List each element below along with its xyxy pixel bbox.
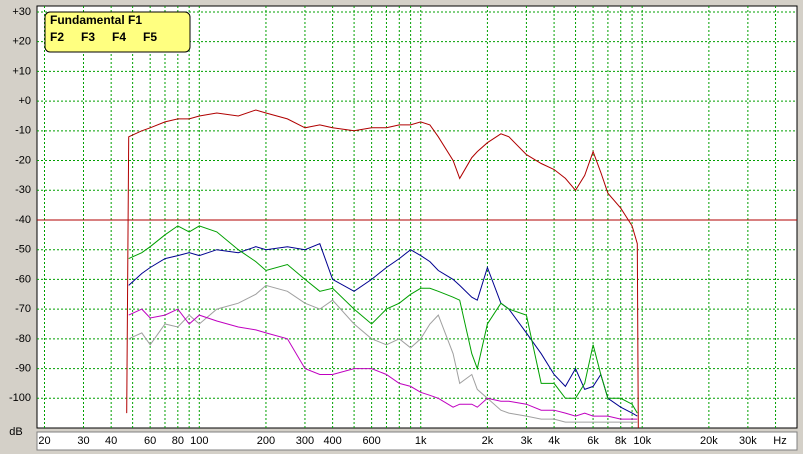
x-tick-label: 100 — [190, 435, 208, 447]
x-tick-label: 20 — [38, 435, 50, 447]
x-tick-label: 3k — [521, 435, 533, 447]
plot-area — [36, 5, 798, 429]
series-line — [128, 243, 638, 417]
y-tick-label: +10 — [12, 65, 31, 77]
x-tick-label: 1k — [415, 435, 427, 447]
y-tick-label: -100 — [9, 392, 31, 404]
y-tick-label: -40 — [15, 214, 31, 226]
x-tick-label: 60 — [144, 435, 156, 447]
x-axis-label: Hz — [773, 435, 786, 447]
legend: Fundamental F1 F2 F3 F4 F5 — [44, 11, 191, 53]
legend-entry: F4 — [112, 30, 126, 44]
grid — [37, 6, 797, 428]
y-tick-label: -10 — [15, 125, 31, 137]
y-tick-label: -60 — [15, 273, 31, 285]
y-tick-label: +30 — [12, 6, 31, 18]
y-tick-label: -90 — [15, 362, 31, 374]
x-tick-label: 2k — [482, 435, 494, 447]
x-tick-label: 600 — [362, 435, 380, 447]
x-tick-label: 400 — [323, 435, 341, 447]
series-line — [128, 284, 638, 423]
y-tick-label: -30 — [15, 184, 31, 196]
x-axis-strip — [36, 431, 798, 451]
x-tick-label: 30 — [77, 435, 89, 447]
x-tick-label: 8k — [615, 435, 627, 447]
lines — [126, 109, 639, 429]
legend-box — [44, 11, 191, 53]
y-tick-label: -70 — [15, 303, 31, 315]
series-line — [126, 109, 639, 429]
x-tick-label: 10k — [633, 435, 651, 447]
legend-entry: F3 — [81, 30, 95, 44]
y-tick-label: -80 — [15, 333, 31, 345]
x-tick-label: 300 — [296, 435, 314, 447]
y-tick-label: +0 — [18, 95, 31, 107]
x-tick-label: 200 — [257, 435, 275, 447]
y-tick-label: +20 — [12, 36, 31, 48]
legend-entry: F2 — [50, 30, 64, 44]
y-tick-label: -50 — [15, 244, 31, 256]
x-tick-label: 30k — [739, 435, 757, 447]
legend-entry: F5 — [143, 30, 157, 44]
x-tick-label: 6k — [587, 435, 599, 447]
x-tick-label: 4k — [548, 435, 560, 447]
legend-entry: Fundamental F1 — [50, 13, 142, 27]
series-line — [128, 308, 638, 420]
x-tick-label: 40 — [105, 435, 117, 447]
y-tick-label: -20 — [15, 154, 31, 166]
x-tick-label: 20k — [700, 435, 718, 447]
series-line — [128, 225, 638, 414]
x-tick-label: 80 — [172, 435, 184, 447]
y-axis-label: dB — [9, 426, 22, 438]
